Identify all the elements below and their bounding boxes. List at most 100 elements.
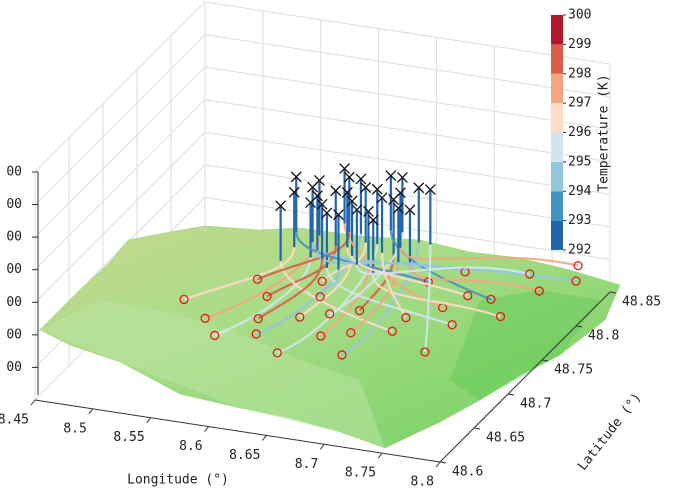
start-marker xyxy=(321,207,333,219)
colorbar-tick-label: 298 xyxy=(568,66,591,81)
start-marker xyxy=(367,214,379,226)
end-marker xyxy=(420,347,430,357)
end-marker xyxy=(179,294,189,305)
end-marker xyxy=(346,328,356,338)
y-tick-label: 48.65 xyxy=(486,431,525,446)
y-axis-title: Latitude (°) xyxy=(575,390,645,473)
end-marker xyxy=(401,313,411,323)
trajectory xyxy=(316,250,466,273)
end-marker xyxy=(200,313,210,323)
start-marker xyxy=(346,195,358,207)
end-marker xyxy=(325,309,335,319)
colorbar-tick-label: 297 xyxy=(568,96,591,111)
colorbar-tick-label: 294 xyxy=(568,184,592,199)
x-tick xyxy=(262,435,267,441)
grid-line xyxy=(34,131,611,303)
colorbar-tick-label: 296 xyxy=(568,125,591,140)
grid-line xyxy=(34,1,611,173)
terrain-shade xyxy=(450,290,600,400)
start-marker xyxy=(376,192,388,204)
start-marker xyxy=(330,185,342,197)
start-marker xyxy=(396,171,408,183)
colorbar-tick-label: 300 xyxy=(568,8,591,23)
start-marker xyxy=(339,163,351,175)
y-tick xyxy=(507,393,515,396)
end-marker xyxy=(387,326,397,336)
x-tick-label: 8.8 xyxy=(411,475,434,490)
start-marker xyxy=(360,182,372,193)
z-tick-label: 00 xyxy=(6,262,22,277)
end-marker xyxy=(354,305,365,316)
z-tick-label: 00 xyxy=(6,197,22,212)
colorbar-band xyxy=(551,161,563,192)
end-marker xyxy=(262,291,272,302)
start-marker xyxy=(355,173,367,185)
x-tick-label: 8.65 xyxy=(229,448,260,463)
trajectory xyxy=(372,274,501,318)
trajectories xyxy=(179,163,583,360)
colorbar-tick-label: 293 xyxy=(568,213,591,228)
end-marker xyxy=(486,294,496,304)
start-marker xyxy=(424,184,436,196)
colorbar-band xyxy=(551,73,563,104)
x-tick-label: 8.7 xyxy=(295,457,318,472)
end-marker xyxy=(573,260,583,271)
x-tick xyxy=(30,399,36,406)
x-axis xyxy=(34,399,441,463)
start-marker xyxy=(307,181,319,193)
trajectory xyxy=(341,242,420,356)
start-marker xyxy=(385,170,397,182)
trajectory xyxy=(214,257,312,337)
start-marker xyxy=(343,171,355,183)
end-marker xyxy=(315,292,325,302)
colorbar: 292 293 294 295 296 297 298 299 300 xyxy=(551,8,592,258)
end-marker xyxy=(253,313,263,324)
z-tick-label: 00 xyxy=(6,327,22,342)
y-tick-label: 48.7 xyxy=(520,397,551,412)
end-marker xyxy=(252,274,263,284)
y-tick-label: 48.85 xyxy=(622,295,661,310)
colorbar-title: Temperature (K) xyxy=(597,74,612,191)
grid-line xyxy=(34,66,611,238)
y-axis xyxy=(439,291,611,463)
end-marker xyxy=(571,276,581,286)
trajectory xyxy=(183,247,296,301)
start-marker xyxy=(311,190,323,202)
x-tick xyxy=(204,426,209,432)
trajectory xyxy=(257,259,324,320)
start-marker xyxy=(362,205,374,217)
trajectory xyxy=(350,263,400,334)
start-marker xyxy=(288,186,300,198)
end-marker xyxy=(525,269,535,279)
grid-line xyxy=(34,164,611,336)
start-marker xyxy=(371,183,383,195)
y-tick xyxy=(439,461,447,464)
start-marker xyxy=(341,187,353,198)
start-marker xyxy=(290,171,302,183)
trajectory xyxy=(380,252,407,319)
end-marker xyxy=(495,311,506,322)
end-marker xyxy=(317,276,327,286)
start-marker xyxy=(275,200,287,212)
start-marker xyxy=(394,187,406,199)
y-tick-label: 48.75 xyxy=(554,363,593,378)
colorbar-tick-label: 299 xyxy=(568,37,591,52)
y-tick xyxy=(609,291,617,294)
x-tick-label: 8.5 xyxy=(63,421,86,436)
trajectory xyxy=(319,269,340,298)
z-tick-label: 00 xyxy=(6,360,22,375)
end-marker xyxy=(447,320,457,330)
end-marker xyxy=(534,286,544,296)
x-axis-title: Longitude (°) xyxy=(127,473,229,488)
start-marker xyxy=(333,209,344,221)
x-tick-label: 8.6 xyxy=(179,439,202,454)
trajectory xyxy=(399,247,579,267)
x-tick xyxy=(88,408,94,415)
colorbar-tick-label: 295 xyxy=(568,154,591,169)
terrain-shade xyxy=(40,300,385,448)
y-tick xyxy=(473,427,481,430)
start-marker xyxy=(351,204,363,216)
trajectory xyxy=(389,230,492,301)
end-marker xyxy=(251,329,261,339)
